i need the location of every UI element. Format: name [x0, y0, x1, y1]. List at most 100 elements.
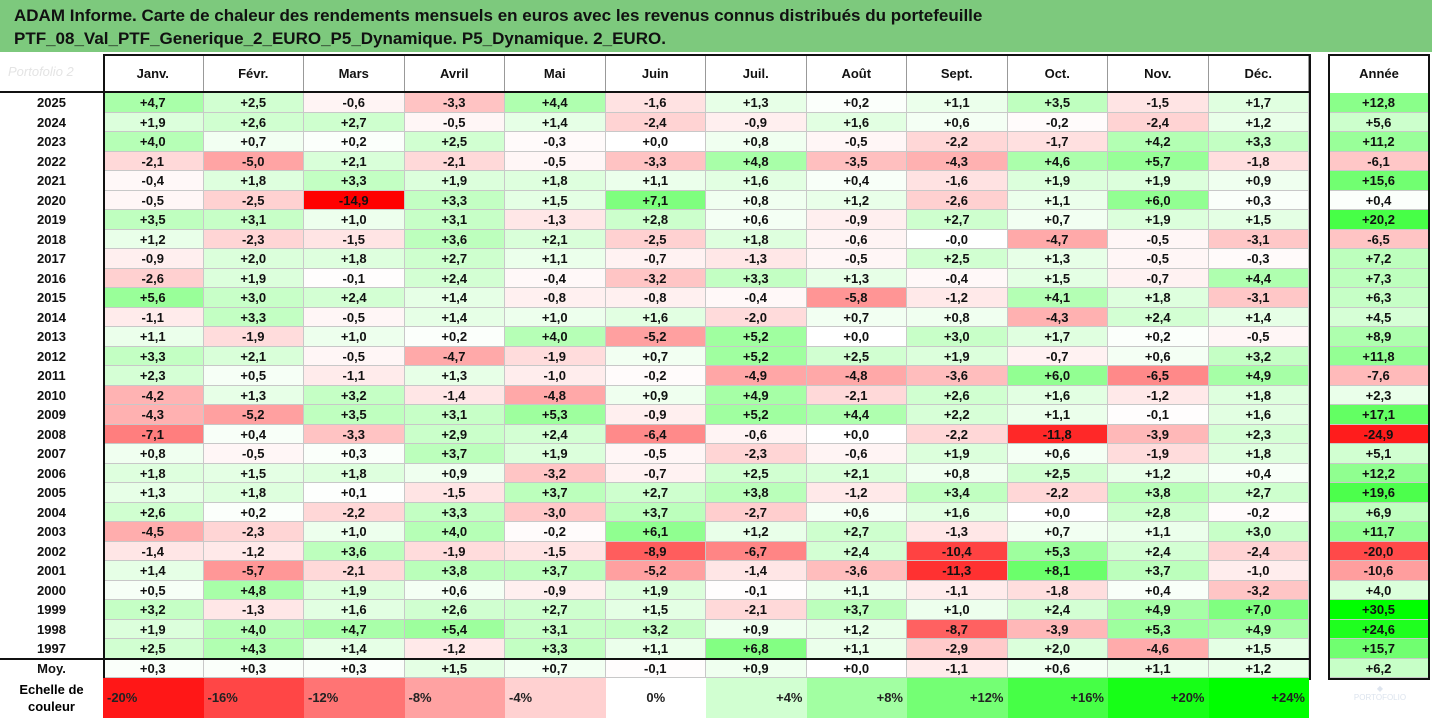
heat-cell: +1,9: [907, 346, 1008, 366]
row-label: 2007: [37, 446, 66, 461]
heat-cell: +1,4: [103, 561, 204, 581]
scale-swatch: -20%: [103, 678, 204, 718]
heat-cell: +3,7: [404, 444, 505, 464]
heat-cell: +3,3: [103, 346, 204, 366]
heat-cell: +4,9: [1208, 619, 1309, 639]
heat-cell: -5,7: [203, 561, 304, 581]
heat-cell: -0,3: [505, 132, 606, 152]
heat-cell: +4,1: [1007, 288, 1108, 308]
heat-cell: +1,5: [1208, 210, 1309, 230]
heat-cell: -0,5: [103, 190, 204, 210]
heat-cell: +0,8: [907, 307, 1008, 327]
heat-cell: +3,3: [404, 502, 505, 522]
heat-cell: +2,5: [806, 346, 907, 366]
heat-cell: +1,0: [907, 600, 1008, 620]
heat-cell: +0,6: [806, 502, 907, 522]
header-1: Janv.: [103, 54, 204, 92]
heat-cell: +3,8: [706, 483, 807, 503]
scale-swatch: +20%: [1108, 678, 1209, 718]
row-label: 1997: [37, 641, 66, 656]
heat-cell: +2,4: [505, 424, 606, 444]
heat-cell: -1,1: [907, 658, 1008, 678]
heat-cell: +3,1: [203, 210, 304, 230]
heat-cell: -1,2: [203, 541, 304, 561]
heat-cell: -3,5: [806, 151, 907, 171]
heat-cell: -1,1: [907, 580, 1008, 600]
heat-cell: +1,1: [1007, 190, 1108, 210]
heat-cell: +4,4: [505, 93, 606, 113]
scale-swatch: -12%: [304, 678, 405, 718]
heat-cell: -0,2: [605, 366, 706, 386]
heat-cell: -4,5: [103, 522, 204, 542]
heat-cell: -8,7: [907, 619, 1008, 639]
scale-swatch: +4%: [706, 678, 807, 718]
year-cell: +8,9: [1328, 327, 1430, 347]
heat-cell: +1,0: [304, 210, 405, 230]
heat-cell: +5,3: [505, 405, 606, 425]
heat-cell: -1,8: [1007, 580, 1108, 600]
header-3: Mars: [304, 54, 405, 92]
heat-cell: -0,9: [505, 580, 606, 600]
color-scale-label-line-2: couleur: [28, 699, 75, 714]
heat-cell: +4,0: [404, 522, 505, 542]
year-cell: +30,5: [1328, 600, 1430, 620]
heat-cell: -2,4: [1108, 112, 1209, 132]
bottom-logo-glyph: ◆: [1376, 684, 1384, 693]
heat-cell: +0,4: [806, 171, 907, 191]
year-cell: +7,2: [1328, 249, 1430, 269]
heat-cell: -2,2: [1007, 483, 1108, 503]
heat-cell: -2,5: [605, 229, 706, 249]
heat-cell: -5,8: [806, 288, 907, 308]
heat-cell: +4,8: [706, 151, 807, 171]
heat-cell: +0,2: [806, 93, 907, 113]
heat-cell: +3,6: [404, 229, 505, 249]
year-cell: +17,1: [1328, 405, 1430, 425]
heat-cell: +1,9: [505, 444, 606, 464]
heat-cell: -6,7: [706, 541, 807, 561]
heat-cell: -0,1: [304, 268, 405, 288]
heat-cell: -1,7: [1007, 132, 1108, 152]
heat-cell: +2,8: [1108, 502, 1209, 522]
heat-cell: +1,9: [1108, 210, 1209, 230]
heat-cell: +1,1: [103, 327, 204, 347]
row-label: 2016: [37, 270, 66, 286]
heat-cell: +3,3: [1208, 132, 1309, 152]
heat-cell: -0,1: [1108, 405, 1209, 425]
heat-cell: -0,2: [505, 522, 606, 542]
heat-cell: -1,5: [505, 541, 606, 561]
heat-cell: +1,2: [1108, 463, 1209, 483]
row-label: 2005: [37, 485, 66, 500]
heat-cell: +2,5: [203, 93, 304, 113]
heat-cell: -1,2: [806, 483, 907, 503]
heat-cell: +0,5: [103, 580, 204, 600]
heat-cell: -0,4: [103, 171, 204, 191]
row-label: 2012: [37, 348, 66, 364]
heat-cell: +4,7: [304, 619, 405, 639]
average-divider: [0, 657, 1311, 660]
heat-cell: +5,6: [103, 288, 204, 308]
heat-cell: +1,8: [505, 171, 606, 191]
scale-swatch: +16%: [1007, 678, 1108, 718]
heat-cell: +1,1: [605, 639, 706, 659]
heat-cell: +1,1: [1007, 405, 1108, 425]
heat-cell: +2,6: [404, 600, 505, 620]
heat-cell: +1,9: [103, 112, 204, 132]
row-label: 2024: [37, 114, 66, 130]
heat-cell: -3,9: [1108, 424, 1209, 444]
heat-cell: +6,1: [605, 522, 706, 542]
heat-cell: -3,2: [605, 268, 706, 288]
heat-cell: +0,9: [706, 619, 807, 639]
header-year: Année: [1359, 65, 1399, 81]
heat-cell: -0,8: [605, 288, 706, 308]
heat-cell: +2,6: [203, 112, 304, 132]
heat-cell: +4,4: [806, 405, 907, 425]
heat-cell: +1,1: [1108, 658, 1209, 678]
heat-cell: -2,2: [907, 424, 1008, 444]
heat-cell: +0,7: [1007, 210, 1108, 230]
row-label: 2004: [37, 504, 66, 520]
heat-cell: -2,2: [907, 132, 1008, 152]
heat-cell: +2,4: [404, 268, 505, 288]
heat-cell: +0,4: [1208, 463, 1309, 483]
heat-cell: -11,3: [907, 561, 1008, 581]
heat-cell: +1,8: [103, 463, 204, 483]
